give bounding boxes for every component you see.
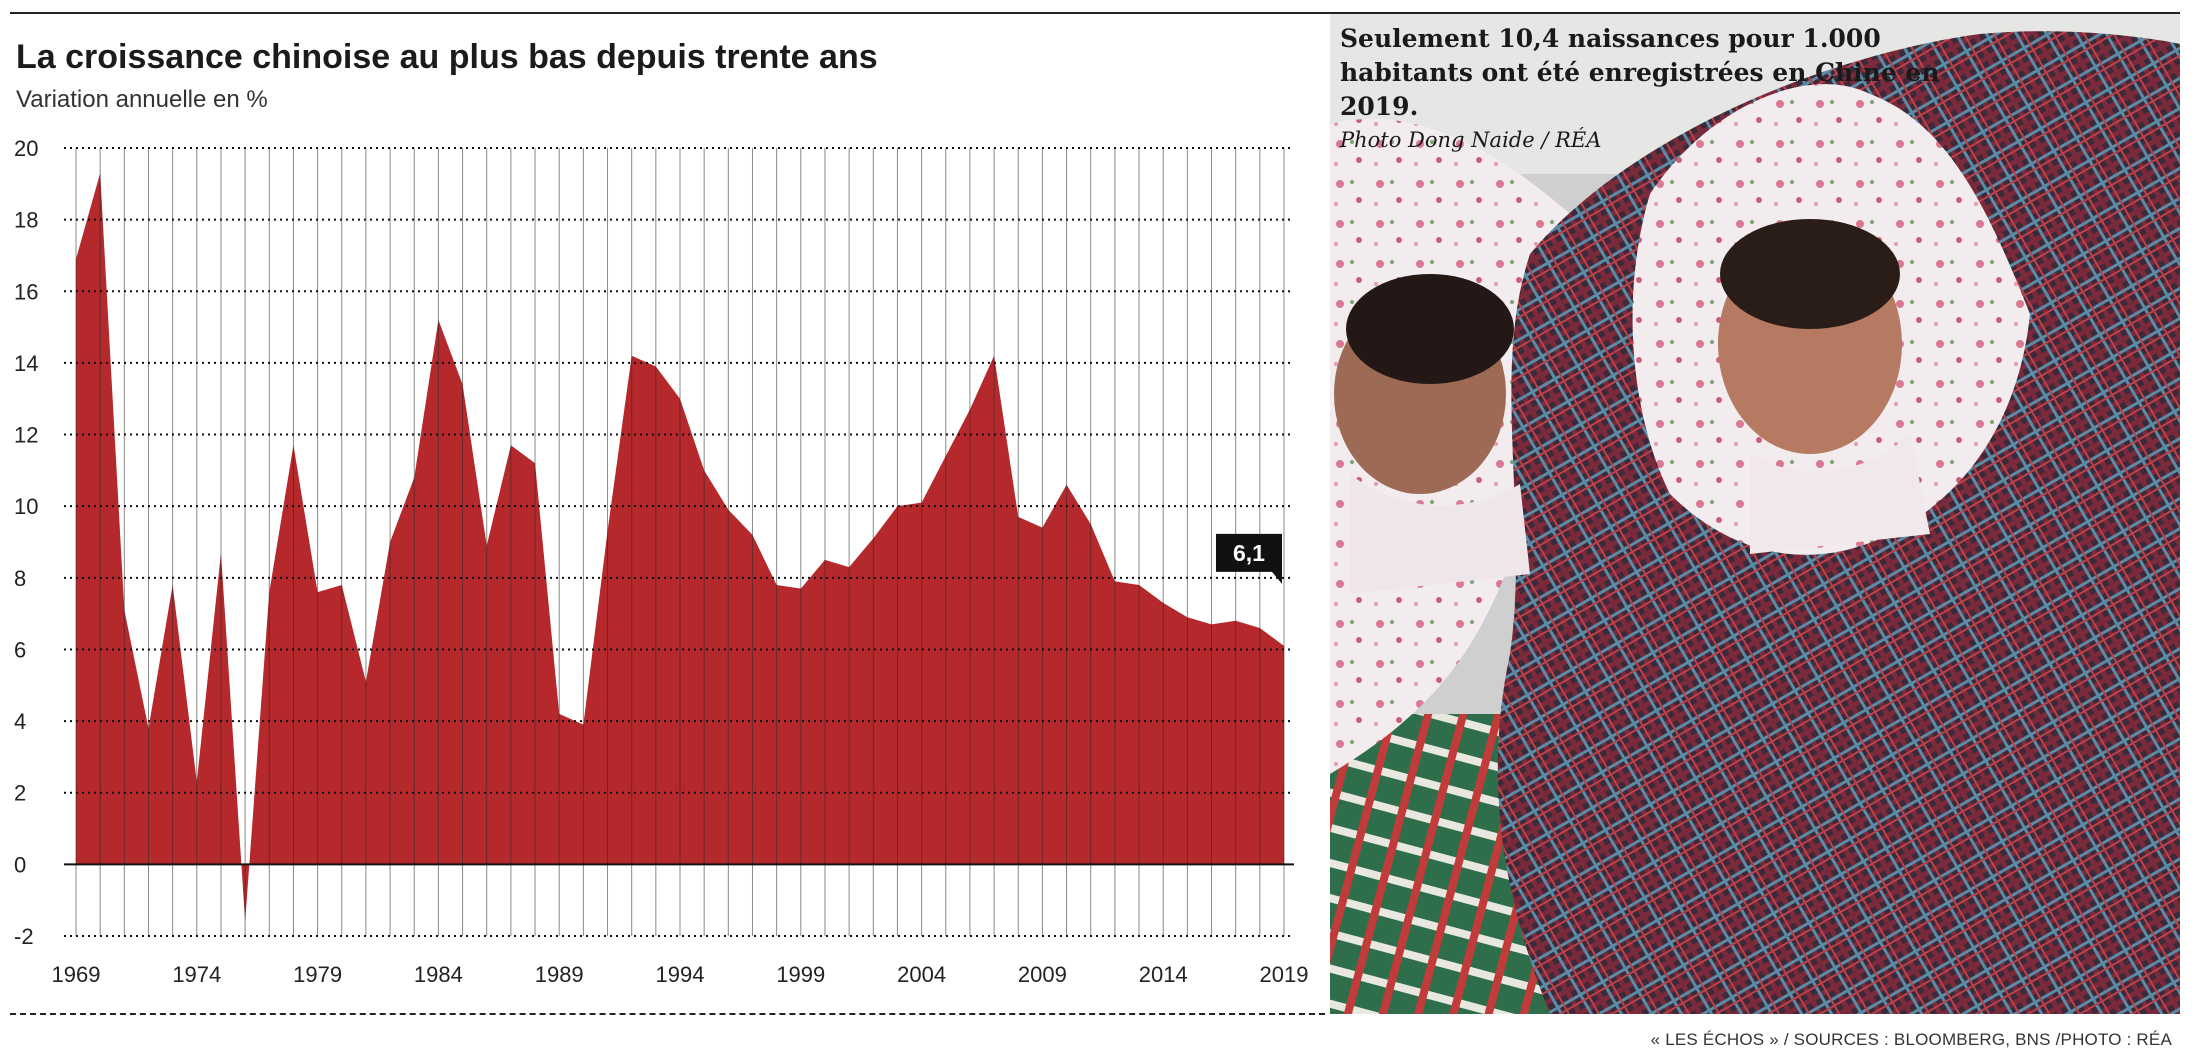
y-tick-label: 0 xyxy=(14,852,26,877)
y-tick-label: 12 xyxy=(14,423,38,448)
newborns-photo-image xyxy=(1330,14,2180,1014)
y-tick-label: 2 xyxy=(14,781,26,806)
photo-caption-text: Seulement 10,4 naissances pour 1.000 hab… xyxy=(1340,24,1940,121)
photo-caption: Seulement 10,4 naissances pour 1.000 hab… xyxy=(1340,22,1980,156)
annotation-callout xyxy=(1216,533,1282,584)
x-tick-label: 1969 xyxy=(52,962,101,987)
dashed-divider xyxy=(10,1013,1325,1015)
annotation-label: 6,1 xyxy=(1233,540,1265,566)
x-tick-label: 1994 xyxy=(656,962,705,987)
newborns-photo: Seulement 10,4 naissances pour 1.000 hab… xyxy=(1330,14,2180,1014)
chart-subtitle: Variation annuelle en % xyxy=(16,86,268,113)
chart-title: La croissance chinoise au plus bas depui… xyxy=(16,38,878,76)
y-tick-label: 18 xyxy=(14,208,38,233)
y-tick-label: -2 xyxy=(14,924,34,949)
photo-credit: Photo Dong Naide / RÉA xyxy=(1340,128,1602,152)
y-tick-label: 4 xyxy=(14,709,26,734)
x-tick-label: 1979 xyxy=(293,962,342,987)
y-tick-label: 14 xyxy=(14,351,38,376)
y-tick-label: 8 xyxy=(14,566,26,591)
x-tick-label: 2019 xyxy=(1260,962,1309,987)
y-tick-label: 20 xyxy=(14,136,38,161)
x-tick-label: 2009 xyxy=(1018,962,1067,987)
x-tick-label: 1999 xyxy=(776,962,825,987)
x-tick-label: 1974 xyxy=(172,962,221,987)
x-tick-label: 2004 xyxy=(897,962,946,987)
y-tick-label: 6 xyxy=(14,637,26,662)
top-rule xyxy=(10,12,2180,14)
source-note: « LES ÉCHOS » / SOURCES : BLOOMBERG, BNS… xyxy=(1650,1030,2172,1049)
x-tick-label: 1989 xyxy=(535,962,584,987)
y-tick-label: 10 xyxy=(14,494,38,519)
y-tick-label: 16 xyxy=(14,279,38,304)
x-tick-label: 2014 xyxy=(1139,962,1188,987)
x-tick-label: 1984 xyxy=(414,962,463,987)
